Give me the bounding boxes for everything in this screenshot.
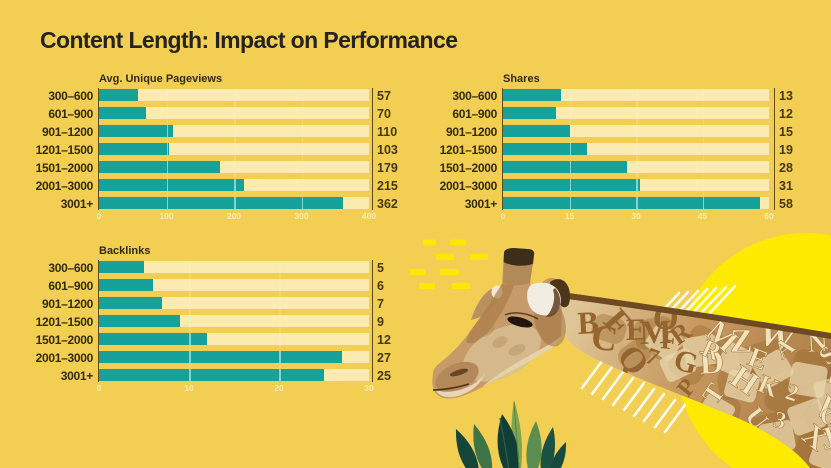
svg-text:B: B xyxy=(824,359,831,393)
svg-text:E: E xyxy=(626,312,647,347)
svg-text:O: O xyxy=(820,404,831,431)
svg-text:F: F xyxy=(659,324,679,356)
svg-text:Z: Z xyxy=(730,323,753,360)
svg-text:D: D xyxy=(698,344,724,382)
svg-text:M: M xyxy=(639,314,672,352)
svg-text:B: B xyxy=(576,304,599,341)
svg-text:C: C xyxy=(589,316,620,359)
